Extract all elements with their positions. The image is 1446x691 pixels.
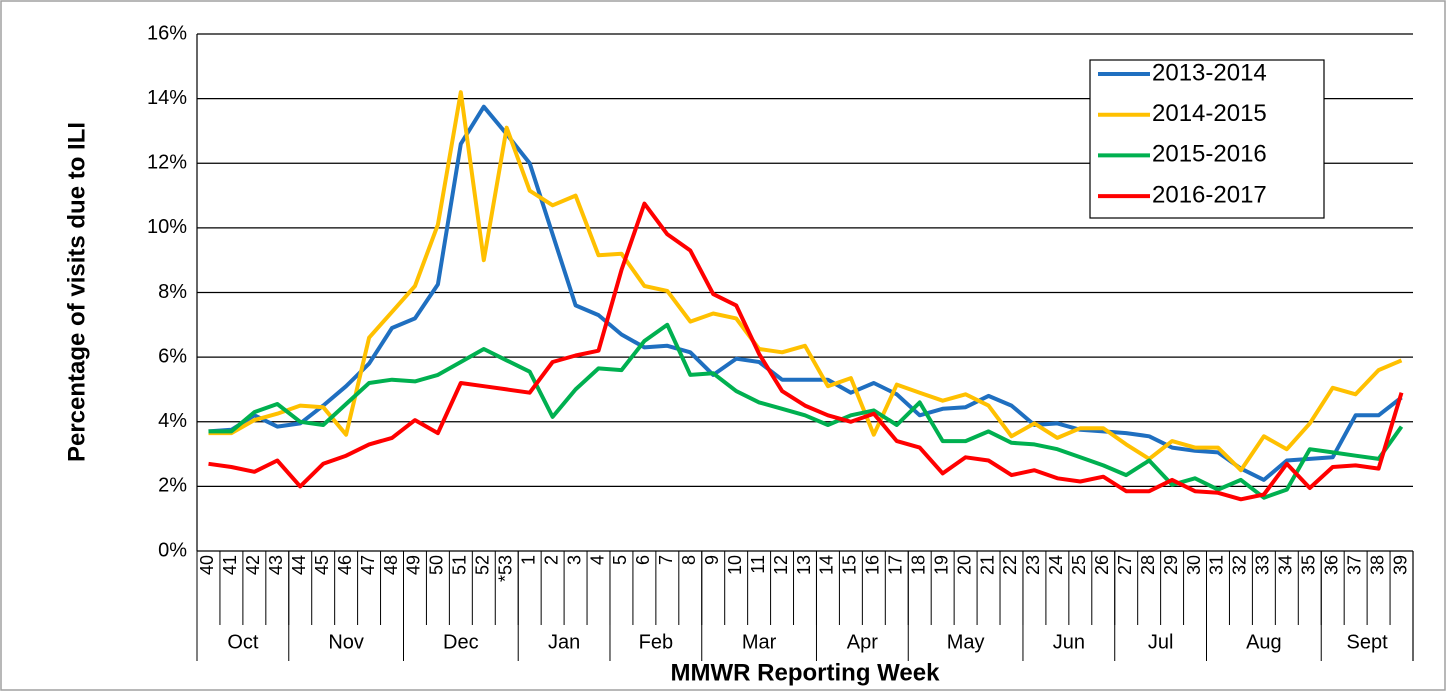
x-tick-label: 1 <box>518 555 538 565</box>
x-tick-label: 28 <box>1138 555 1158 575</box>
x-tick-label: 3 <box>564 555 584 565</box>
y-tick-label: 14% <box>147 87 187 109</box>
y-tick-label: 2% <box>158 475 187 497</box>
x-tick-label: 10 <box>725 555 745 575</box>
x-tick-label: 4 <box>587 555 607 565</box>
y-tick-label: 12% <box>147 152 187 174</box>
legend-label: 2014-2015 <box>1152 100 1267 127</box>
x-tick-label: 32 <box>1230 555 1250 575</box>
group-label: Jan <box>548 631 580 653</box>
x-tick-label: 2 <box>541 555 561 565</box>
x-tick-label: *53 <box>495 555 515 582</box>
x-tick-label: 35 <box>1299 555 1319 575</box>
legend-label: 2013-2014 <box>1152 59 1267 86</box>
group-label: Mar <box>742 631 777 653</box>
x-tick-label: 37 <box>1344 555 1364 575</box>
x-tick-label: 6 <box>633 555 653 565</box>
y-axis-title: Percentage of visits due to ILI <box>63 122 90 462</box>
x-tick-label: 12 <box>771 555 791 575</box>
series-line <box>208 104 1403 482</box>
y-tick-label: 6% <box>158 345 187 367</box>
group-label: Feb <box>639 631 673 653</box>
x-tick-label: 52 <box>473 555 493 575</box>
x-tick-label: 21 <box>977 555 997 575</box>
x-tick-label: 19 <box>931 555 951 575</box>
y-tick-label: 16% <box>147 22 187 44</box>
x-tick-label: 7 <box>656 555 676 565</box>
x-tick-label: 50 <box>427 555 447 575</box>
x-tick-label: 48 <box>381 555 401 575</box>
x-axis-title: MMWR Reporting Week <box>671 659 941 686</box>
x-tick-label: 23 <box>1023 555 1043 575</box>
x-tick-label: 5 <box>610 555 630 565</box>
x-tick-label: 30 <box>1184 555 1204 575</box>
group-label: Dec <box>443 631 479 653</box>
x-tick-label: 11 <box>748 555 768 574</box>
legend-label: 2015-2016 <box>1152 141 1267 168</box>
x-tick-label: 51 <box>450 555 470 575</box>
group-label: Apr <box>847 631 878 653</box>
legend-box <box>1089 59 1325 219</box>
x-tick-label: 40 <box>197 555 217 575</box>
x-tick-label: 39 <box>1390 555 1410 575</box>
x-tick-label: 31 <box>1207 555 1227 575</box>
x-tick-label: 17 <box>886 555 906 575</box>
group-label: May <box>947 631 985 653</box>
x-tick-label: 16 <box>863 555 883 575</box>
group-label: Jun <box>1053 631 1085 653</box>
x-tick-label: 20 <box>954 555 974 575</box>
x-tick-label: 44 <box>289 555 309 575</box>
x-tick-label: 15 <box>840 555 860 575</box>
x-tick-label: 25 <box>1069 555 1089 575</box>
group-label: Nov <box>328 631 364 653</box>
series-line <box>208 322 1404 500</box>
x-tick-label: 14 <box>817 555 837 575</box>
x-tick-label: 38 <box>1367 555 1387 575</box>
x-tick-label: 42 <box>243 555 263 575</box>
series-line <box>208 201 1404 502</box>
x-tick-label: 41 <box>220 555 240 575</box>
x-tick-label: 46 <box>335 555 355 575</box>
y-tick-label: 8% <box>158 281 187 303</box>
x-tick-label: 9 <box>702 555 722 565</box>
group-label: Jul <box>1148 631 1174 653</box>
x-tick-label: 26 <box>1092 555 1112 575</box>
group-label: Sept <box>1347 631 1389 653</box>
x-tick-label: 47 <box>358 555 378 575</box>
x-tick-label: 45 <box>312 555 332 575</box>
x-tick-label: 33 <box>1253 555 1273 575</box>
y-tick-label: 4% <box>158 410 187 432</box>
x-tick-label: 27 <box>1115 555 1135 575</box>
x-tick-label: 8 <box>679 555 699 565</box>
x-tick-label: 36 <box>1321 555 1341 575</box>
group-label: Oct <box>227 631 259 653</box>
y-tick-label: 10% <box>147 216 187 238</box>
legend-label: 2016-2017 <box>1152 181 1267 208</box>
x-tick-label: 43 <box>266 555 286 575</box>
x-tick-label: 49 <box>404 555 424 575</box>
x-tick-label: 24 <box>1046 555 1066 575</box>
x-tick-label: 34 <box>1276 555 1296 575</box>
x-tick-label: 18 <box>908 555 928 575</box>
group-label: Aug <box>1246 631 1282 653</box>
series-line <box>208 90 1403 473</box>
x-tick-label: 22 <box>1000 555 1020 575</box>
x-tick-label: 29 <box>1161 555 1181 575</box>
x-tick-label: 13 <box>794 555 814 575</box>
y-tick-label: 0% <box>158 539 187 561</box>
